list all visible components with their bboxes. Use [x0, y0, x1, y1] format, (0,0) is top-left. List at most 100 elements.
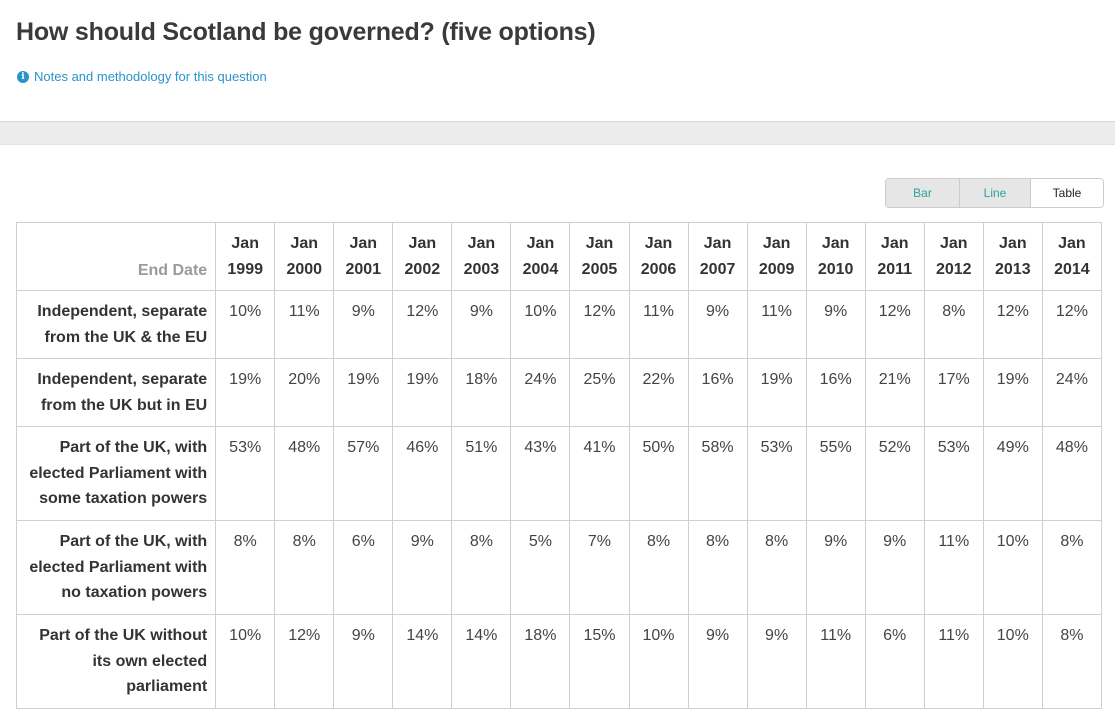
- table-cell: 9%: [333, 614, 394, 709]
- table-cell: 9%: [392, 520, 453, 615]
- column-header: Jan 2011: [864, 222, 925, 291]
- table-cell: 43%: [510, 426, 571, 521]
- table-row: Part of the UK, with elected Parliament …: [15, 426, 1103, 521]
- table-cell: 6%: [864, 614, 925, 709]
- info-icon: i: [17, 70, 29, 83]
- table-cell: 14%: [392, 614, 453, 709]
- table-cell: 17%: [923, 358, 984, 427]
- table-cell: 8%: [628, 520, 689, 615]
- table-cell: 8%: [215, 520, 276, 615]
- table-row: Independent, separate from the UK but in…: [15, 358, 1103, 427]
- table-cell: 19%: [982, 358, 1043, 427]
- column-header: Jan 2009: [746, 222, 807, 291]
- column-header: Jan 2014: [1041, 222, 1103, 291]
- column-header: Jan 2006: [628, 222, 689, 291]
- table-cell: 55%: [805, 426, 866, 521]
- row-label: Independent, separate from the UK & the …: [15, 290, 217, 359]
- table-cell: 9%: [333, 290, 394, 359]
- bar-view-button[interactable]: Bar: [886, 179, 960, 207]
- table-cell: 14%: [451, 614, 512, 709]
- table-cell: 11%: [274, 290, 335, 359]
- table-cell: 9%: [746, 614, 807, 709]
- table-cell: 46%: [392, 426, 453, 521]
- column-header: Jan 1999: [215, 222, 276, 291]
- results-table: End Date Jan 1999 Jan 2000 Jan 2001 Jan 2002…: [15, 222, 1103, 709]
- table-cell: 16%: [805, 358, 866, 427]
- table-cell: 8%: [1041, 520, 1103, 615]
- table-cell: 10%: [628, 614, 689, 709]
- table-cell: 48%: [274, 426, 335, 521]
- column-header: Jan 2012: [923, 222, 984, 291]
- table-cell: 8%: [687, 520, 748, 615]
- divider-band: [0, 121, 1115, 145]
- table-cell: 25%: [569, 358, 630, 427]
- table-cell: 22%: [628, 358, 689, 427]
- table-cell: 9%: [451, 290, 512, 359]
- table-cell: 21%: [864, 358, 925, 427]
- column-header: Jan 2003: [451, 222, 512, 291]
- table-cell: 51%: [451, 426, 512, 521]
- table-cell: 9%: [805, 290, 866, 359]
- table-cell: 8%: [451, 520, 512, 615]
- table-cell: 19%: [746, 358, 807, 427]
- table-cell: 18%: [510, 614, 571, 709]
- header-row: End Date Jan 1999 Jan 2000 Jan 2001 Jan 2002…: [15, 222, 1103, 291]
- column-header: Jan 2004: [510, 222, 571, 291]
- notes-methodology-link[interactable]: i Notes and methodology for this questio…: [17, 69, 267, 84]
- table-cell: 49%: [982, 426, 1043, 521]
- table-cell: 9%: [687, 290, 748, 359]
- table-cell: 53%: [923, 426, 984, 521]
- table-cell: 9%: [864, 520, 925, 615]
- table-cell: 9%: [805, 520, 866, 615]
- table-row: Part of the UK, with elected Parliament …: [15, 520, 1103, 615]
- table-cell: 10%: [982, 520, 1043, 615]
- table-cell: 53%: [746, 426, 807, 521]
- table-cell: 12%: [392, 290, 453, 359]
- table-cell: 19%: [215, 358, 276, 427]
- line-view-button[interactable]: Line: [960, 179, 1031, 207]
- table-cell: 11%: [923, 614, 984, 709]
- table-cell: 11%: [628, 290, 689, 359]
- table-cell: 53%: [215, 426, 276, 521]
- table-cell: 24%: [1041, 358, 1103, 427]
- row-label: Part of the UK, with elected Parliament …: [15, 426, 217, 521]
- table-cell: 11%: [805, 614, 866, 709]
- column-header: Jan 2001: [333, 222, 394, 291]
- table-cell: 57%: [333, 426, 394, 521]
- column-header: Jan 2000: [274, 222, 335, 291]
- table-cell: 11%: [746, 290, 807, 359]
- table-cell: 8%: [746, 520, 807, 615]
- table-cell: 50%: [628, 426, 689, 521]
- table-cell: 11%: [923, 520, 984, 615]
- table-cell: 5%: [510, 520, 571, 615]
- page-title: How should Scotland be governed? (five o…: [16, 18, 596, 46]
- table-cell: 6%: [333, 520, 394, 615]
- table-cell: 7%: [569, 520, 630, 615]
- table-cell: 52%: [864, 426, 925, 521]
- table-row: Independent, separate from the UK & the …: [15, 290, 1103, 359]
- table-cell: 8%: [274, 520, 335, 615]
- table-cell: 19%: [333, 358, 394, 427]
- table-cell: 8%: [1041, 614, 1103, 709]
- column-header: Jan 2002: [392, 222, 453, 291]
- table-cell: 15%: [569, 614, 630, 709]
- row-label: Part of the UK, with elected Parliament …: [15, 520, 217, 615]
- table-cell: 24%: [510, 358, 571, 427]
- table-cell: 19%: [392, 358, 453, 427]
- table-cell: 10%: [510, 290, 571, 359]
- end-date-header: End Date: [15, 222, 217, 291]
- table-view-button[interactable]: Table: [1031, 179, 1103, 207]
- table-row: Part of the UK without its own elected p…: [15, 614, 1103, 709]
- row-label: Independent, separate from the UK but in…: [15, 358, 217, 427]
- table-cell: 12%: [569, 290, 630, 359]
- notes-link-label: Notes and methodology for this question: [34, 69, 267, 84]
- column-header: Jan 2013: [982, 222, 1043, 291]
- column-header: Jan 2005: [569, 222, 630, 291]
- table-cell: 10%: [215, 290, 276, 359]
- row-label: Part of the UK without its own elected p…: [15, 614, 217, 709]
- table-cell: 48%: [1041, 426, 1103, 521]
- table-cell: 20%: [274, 358, 335, 427]
- table-cell: 9%: [687, 614, 748, 709]
- table-cell: 18%: [451, 358, 512, 427]
- view-toggle: Bar Line Table: [885, 178, 1104, 208]
